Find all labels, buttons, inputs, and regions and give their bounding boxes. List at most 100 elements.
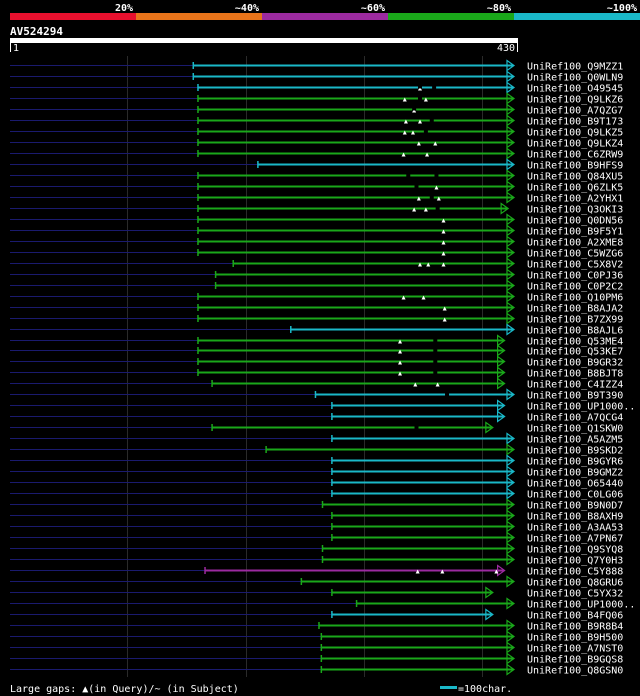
hit-row[interactable]: UniRef100_Q6ZLK5	[10, 180, 623, 194]
hit-row[interactable]: UniRef100_Q0WLN9	[10, 70, 623, 84]
hit-label[interactable]: UniRef100_B9T173	[527, 117, 623, 128]
hit-label[interactable]: UniRef100_B8AJL6	[527, 326, 623, 337]
hit-label[interactable]: UniRef100_Q1SKW0	[527, 424, 623, 435]
hit-row[interactable]: UniRef100_C0P2C2	[10, 279, 623, 293]
hit-row[interactable]: UniRef100_Q9MZZ1	[10, 59, 623, 73]
hit-label[interactable]: UniRef100_A2XME8	[527, 238, 623, 249]
hit-label[interactable]: UniRef100_Q8GSN0	[527, 666, 623, 677]
hit-row[interactable]: UniRef100_A5AZM5	[10, 432, 623, 446]
hit-label[interactable]: UniRef100_C5Y888	[527, 567, 623, 578]
hit-label[interactable]: UniRef100_B8AJA2	[527, 304, 623, 315]
hit-row[interactable]: UniRef100_Q9LKZ5	[10, 125, 623, 139]
hit-row[interactable]: UniRef100_C5YX32	[10, 586, 623, 600]
hit-label[interactable]: UniRef100_C0PJ36	[527, 271, 623, 282]
hit-row[interactable]: UniRef100_Q84XU5	[10, 169, 623, 183]
hit-label[interactable]: UniRef100_Q9MZZ1	[527, 62, 623, 73]
hit-label[interactable]: UniRef100_Q53KE7	[527, 347, 623, 358]
hit-row[interactable]: UniRef100_B9GR32	[10, 355, 623, 369]
hit-label[interactable]: UniRef100_Q53ME4	[527, 337, 623, 348]
hit-label[interactable]: UniRef100_Q10PM6	[527, 293, 623, 304]
hit-row[interactable]: UniRef100_B9GYR6	[10, 454, 623, 468]
hit-row[interactable]: UniRef100_B9T390	[10, 388, 623, 402]
hit-label[interactable]: UniRef100_A3AA53	[527, 523, 623, 534]
hit-row[interactable]: UniRef100_Q7Y0H3	[10, 553, 623, 567]
hit-label[interactable]: UniRef100_Q0WLN9	[527, 73, 623, 84]
hit-label[interactable]: UniRef100_B8AXH9	[527, 512, 623, 523]
hit-label[interactable]: UniRef100_B8BJT8	[527, 369, 623, 380]
hit-row[interactable]: UniRef100_Q9LKZ6	[10, 92, 623, 106]
hit-label[interactable]: UniRef100_B9HFS9	[527, 161, 623, 172]
hit-row[interactable]: UniRef100_B7ZX99	[10, 312, 623, 326]
hit-row[interactable]: UniRef100_Q0DN56	[10, 213, 623, 227]
hit-label[interactable]: UniRef100_Q8GRU6	[527, 578, 623, 589]
hit-row[interactable]: UniRef100_Q9SYQ8	[10, 542, 623, 556]
hit-label[interactable]: UniRef100_C0LG06	[527, 490, 623, 501]
hit-row[interactable]: UniRef100_Q53ME4	[10, 334, 623, 348]
hit-row[interactable]: UniRef100_A2XME8	[10, 235, 623, 249]
hit-row[interactable]: UniRef100_C0PJ36	[10, 268, 623, 282]
hit-row[interactable]: UniRef100_Q53KE7	[10, 344, 623, 358]
hit-label[interactable]: UniRef100_C4IZZ4	[527, 380, 623, 391]
hit-row[interactable]: UniRef100_A3AA53	[10, 520, 623, 534]
hit-row[interactable]: UniRef100_C0LG06	[10, 487, 623, 501]
hit-row[interactable]: UniRef100_B9GQS8	[10, 652, 623, 666]
hit-label[interactable]: UniRef100_O65440	[527, 479, 623, 490]
hit-label[interactable]: UniRef100_C6ZRW9	[527, 150, 623, 161]
hit-row[interactable]: UniRef100_B9GMZ2	[10, 465, 623, 479]
hit-row[interactable]: UniRef100_B9HFS9	[10, 158, 623, 172]
hit-label[interactable]: UniRef100_UP1000..	[527, 402, 635, 413]
hit-label[interactable]: UniRef100_Q0DN56	[527, 216, 623, 227]
hit-label[interactable]: UniRef100_B7ZX99	[527, 315, 623, 326]
hit-row[interactable]: UniRef100_B8AJA2	[10, 301, 623, 315]
hit-row[interactable]: UniRef100_Q10PM6	[10, 290, 623, 304]
hit-label[interactable]: UniRef100_B9N0D7	[527, 501, 623, 512]
hit-row[interactable]: UniRef100_C6ZRW9	[10, 147, 623, 161]
hit-row[interactable]: UniRef100_B9H500	[10, 630, 623, 644]
hit-label[interactable]: UniRef100_B9GMZ2	[527, 468, 623, 479]
hit-row[interactable]: UniRef100_O49545	[10, 81, 623, 95]
hit-label[interactable]: UniRef100_B9F5Y1	[527, 227, 623, 238]
hit-row[interactable]: UniRef100_A7NST0	[10, 641, 623, 655]
hit-row[interactable]: UniRef100_C4IZZ4	[10, 377, 623, 391]
hit-row[interactable]: UniRef100_C5Y888	[10, 564, 623, 578]
hit-label[interactable]: UniRef100_Q7Y0H3	[527, 556, 623, 567]
hit-label[interactable]: UniRef100_UP1000..	[527, 600, 635, 611]
hit-row[interactable]: UniRef100_B8BJT8	[10, 366, 623, 380]
hit-row[interactable]: UniRef100_Q3OKI3	[10, 202, 623, 216]
hit-label[interactable]: UniRef100_Q84XU5	[527, 172, 623, 183]
hit-row[interactable]: UniRef100_B8AXH9	[10, 509, 623, 523]
hit-label[interactable]: UniRef100_Q6ZLK5	[527, 183, 623, 194]
hit-row[interactable]: UniRef100_Q9LKZ4	[10, 136, 623, 150]
hit-row[interactable]: UniRef100_Q8GRU6	[10, 575, 623, 589]
hit-label[interactable]: UniRef100_C5YX32	[527, 589, 623, 600]
hit-row[interactable]: UniRef100_A7PN67	[10, 531, 623, 545]
hit-label[interactable]: UniRef100_Q9LKZ4	[527, 139, 623, 150]
hit-label[interactable]: UniRef100_B9H500	[527, 633, 623, 644]
hit-row[interactable]: UniRef100_C5X8V2	[10, 257, 623, 271]
hit-label[interactable]: UniRef100_A7NST0	[527, 644, 623, 655]
hit-row[interactable]: UniRef100_Q1SKW0	[10, 421, 623, 435]
hit-label[interactable]: UniRef100_B9GQS8	[527, 655, 623, 666]
hit-row[interactable]: UniRef100_Q8GSN0	[10, 663, 623, 677]
hit-row[interactable]: UniRef100_B9F5Y1	[10, 224, 623, 238]
hit-label[interactable]: UniRef100_C5WZG6	[527, 249, 623, 260]
hit-label[interactable]: UniRef100_A7PN67	[527, 534, 623, 545]
hit-label[interactable]: UniRef100_C5X8V2	[527, 260, 623, 271]
hit-row[interactable]: UniRef100_B9N0D7	[10, 498, 623, 512]
hit-row[interactable]: UniRef100_A7QZG7	[10, 103, 623, 117]
hit-label[interactable]: UniRef100_B9T390	[527, 391, 623, 402]
hit-label[interactable]: UniRef100_C0P2C2	[527, 282, 623, 293]
hit-label[interactable]: UniRef100_A5AZM5	[527, 435, 623, 446]
hit-row[interactable]: UniRef100_B9T173	[10, 114, 623, 128]
hit-row[interactable]: UniRef100_O65440	[10, 476, 623, 490]
hit-label[interactable]: UniRef100_B9GR32	[527, 358, 623, 369]
hit-row[interactable]: UniRef100_UP1000..	[10, 399, 635, 413]
hit-row[interactable]: UniRef100_B4FQ06	[10, 608, 623, 622]
hit-label[interactable]: UniRef100_B9SKD2	[527, 446, 623, 457]
hit-label[interactable]: UniRef100_Q9LKZ5	[527, 128, 623, 139]
hit-label[interactable]: UniRef100_B9R8B4	[527, 622, 623, 633]
hit-label[interactable]: UniRef100_B4FQ06	[527, 611, 623, 622]
hit-row[interactable]: UniRef100_B9R8B4	[10, 619, 623, 633]
hit-row[interactable]: UniRef100_C5WZG6	[10, 246, 623, 260]
hit-row[interactable]: UniRef100_A2YHX1	[10, 191, 623, 205]
